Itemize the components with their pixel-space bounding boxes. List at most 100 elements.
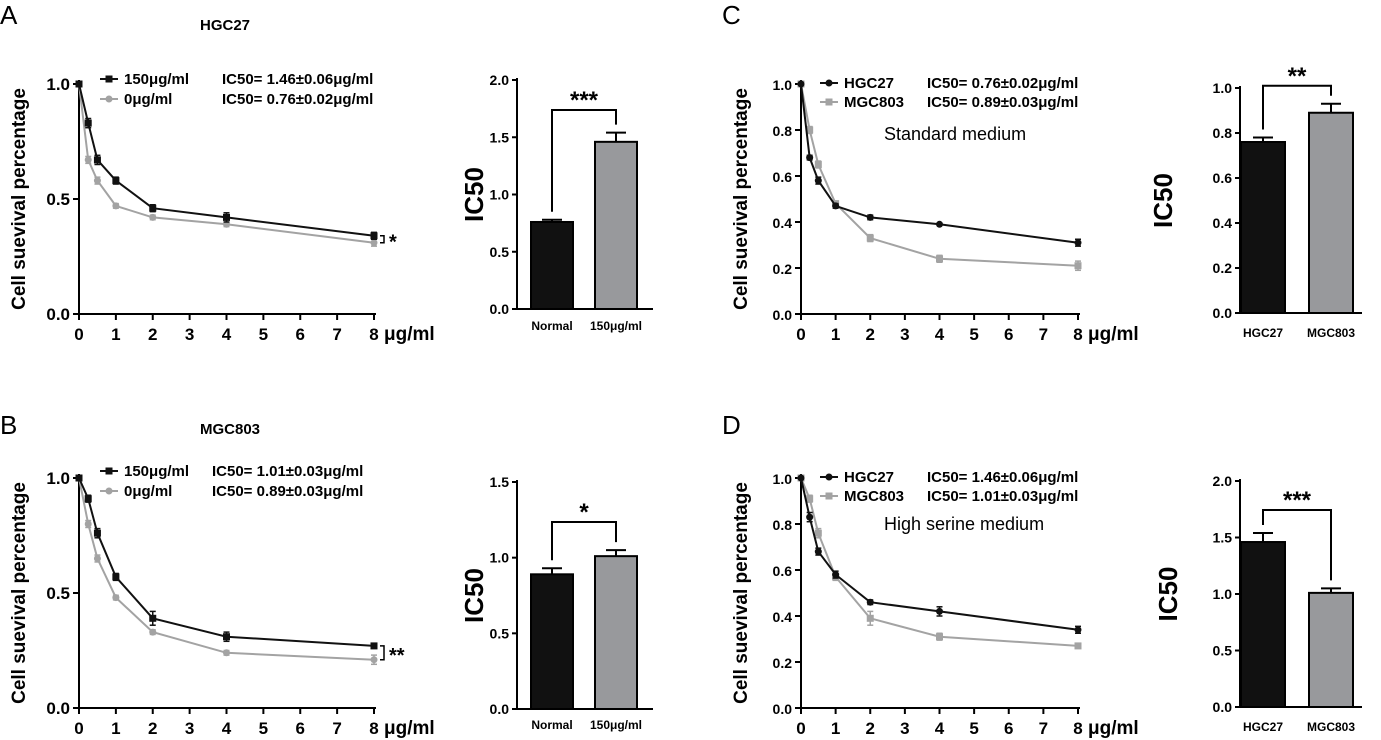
- panel-letter-b: B: [0, 410, 17, 440]
- y-tick-label: 0.5: [46, 190, 70, 209]
- y-tick-label: 1.5: [490, 129, 510, 145]
- bar-category-label: HGC27: [1243, 326, 1283, 340]
- legend-marker: [825, 473, 833, 481]
- data-point: [93, 529, 101, 537]
- y-tick-label: 1.0: [1213, 586, 1233, 602]
- x-tick-label: 1: [111, 325, 120, 344]
- legend-marker: [825, 79, 833, 87]
- significance-label: *: [389, 231, 397, 253]
- x-axis-unit: μg/ml: [1088, 324, 1139, 345]
- bar-category-label: HGC27: [1243, 720, 1283, 734]
- data-point: [84, 156, 92, 164]
- series-line: [78, 477, 375, 647]
- data-point: [75, 80, 83, 88]
- data-point: [223, 213, 230, 221]
- significance-bracket: [1262, 509, 1332, 581]
- y-tick-label: 2.0: [490, 72, 510, 88]
- x-tick-label: 2: [866, 719, 875, 738]
- x-tick-label: 6: [1004, 325, 1013, 344]
- y-tick-label: 0.5: [1213, 643, 1233, 659]
- data-point: [112, 573, 120, 581]
- y-axis-title: Cell suevival percentage: [9, 482, 30, 704]
- x-tick-label: 8: [1073, 719, 1082, 738]
- y-axis-title: IC50: [1153, 567, 1183, 622]
- line-chart-a: 0.0 0.5 1.0 0 1 2 3 4 5 6 7 8 μg/ml Cell suevival per…: [9, 71, 435, 345]
- data-point: [149, 614, 157, 622]
- significance-label: ***: [570, 87, 599, 114]
- x-tick-label: 5: [969, 325, 978, 344]
- y-tick-label: 0.0: [490, 701, 510, 717]
- data-point: [75, 474, 83, 482]
- data-point: [936, 607, 943, 615]
- data-point: [866, 213, 874, 221]
- significance-bracket: [551, 109, 617, 212]
- x-tick-label: 6: [296, 719, 305, 738]
- y-tick-label: 1.0: [46, 469, 70, 488]
- bar-chart-d: 0.0 0.5 1.0 1.5 2.0 IC50 HGC27 MGC803 ***: [1153, 473, 1362, 734]
- data-point: [797, 474, 805, 482]
- x-tick-label: 3: [185, 719, 194, 738]
- legend-label: MGC803: [844, 94, 904, 111]
- x-tick-label: 2: [148, 719, 157, 738]
- data-point: [814, 161, 822, 168]
- bar-category-label: Normal: [531, 718, 572, 732]
- y-tick-label: 1.0: [773, 471, 793, 487]
- y-axis-title: Cell suevival percentage: [731, 88, 752, 310]
- bar-chart-a: 0.0 0.5 1.0 1.5 2.0 IC50 Normal 150μg/ml ***: [459, 72, 653, 333]
- y-tick-label: 0.4: [1213, 215, 1233, 231]
- x-tick-label: 5: [969, 719, 978, 738]
- legend-marker: [105, 95, 113, 103]
- significance-label: **: [1288, 63, 1307, 90]
- x-tick-label: 7: [332, 325, 341, 344]
- data-point: [797, 80, 805, 88]
- y-tick-label: 1.0: [773, 77, 793, 93]
- ic50-label: IC50= 1.46±0.06μg/ml: [222, 71, 373, 88]
- y-tick-label: 1.5: [1213, 530, 1233, 546]
- x-axis-unit: μg/ml: [384, 718, 435, 739]
- x-tick-label: 1: [831, 719, 840, 738]
- y-tick-label: 0.6: [773, 563, 793, 579]
- data-point: [806, 126, 814, 134]
- y-tick-label: 0.0: [490, 301, 510, 317]
- panel-letter-a: A: [0, 0, 18, 30]
- panel-letter-c: C: [722, 0, 741, 30]
- bar: [1308, 591, 1354, 708]
- data-point: [84, 520, 92, 528]
- significance-bracket: [551, 521, 617, 561]
- x-tick-label: 8: [369, 719, 378, 738]
- data-point: [112, 177, 120, 185]
- data-point: [149, 204, 157, 212]
- data-point: [223, 633, 230, 641]
- panel-a-title: HGC27: [200, 17, 250, 34]
- y-axis-title: Cell suevival percentage: [731, 482, 752, 704]
- data-point: [370, 239, 378, 247]
- legend-marker: [825, 98, 833, 106]
- significance-bracket: [380, 645, 385, 661]
- data-point: [93, 555, 101, 562]
- legend-label: MGC803: [844, 488, 904, 505]
- data-point: [936, 255, 943, 263]
- data-point: [806, 513, 814, 521]
- significance-bracket: [1262, 84, 1332, 130]
- ic50-label: IC50= 0.89±0.03μg/ml: [927, 94, 1078, 111]
- bar: [594, 555, 638, 710]
- y-tick-label: 0.0: [773, 307, 793, 323]
- x-tick-label: 0: [74, 719, 83, 738]
- data-point: [84, 119, 92, 127]
- x-tick-label: 0: [796, 719, 805, 738]
- data-point: [93, 156, 101, 164]
- data-point: [1074, 626, 1082, 634]
- y-tick-label: 0.2: [773, 261, 793, 277]
- y-tick-label: 0.5: [46, 584, 70, 603]
- x-tick-label: 7: [332, 719, 341, 738]
- legend-label: 0μg/ml: [124, 91, 172, 108]
- y-tick-label: 0.8: [773, 123, 793, 139]
- line-chart-c: 0.0 0.2 0.4 0.6 0.8 1.0 0 1 2 3 4 5 6 7 8 μg/ml Cell sue…: [731, 75, 1139, 345]
- x-tick-label: 5: [259, 719, 268, 738]
- bar: [1308, 111, 1354, 314]
- data-point: [806, 154, 814, 162]
- y-axis-title: IC50: [459, 568, 489, 623]
- ic50-label: IC50= 0.89±0.03μg/ml: [212, 483, 363, 500]
- y-tick-label: 0.2: [773, 655, 793, 671]
